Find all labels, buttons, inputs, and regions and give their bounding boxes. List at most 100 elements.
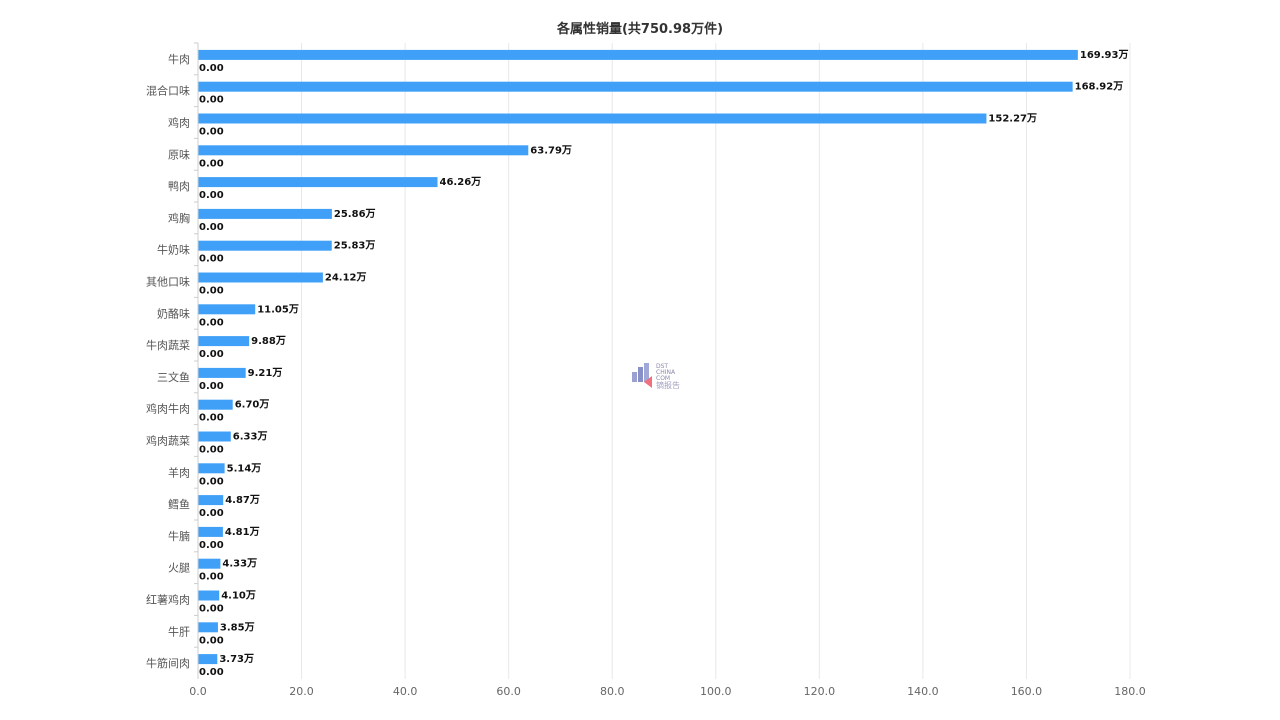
value-label: 4.87万 xyxy=(225,494,260,506)
value-label: 3.73万 xyxy=(219,653,254,665)
secondary-value-label: 0.00 xyxy=(199,95,224,106)
category-label: 牛肉 xyxy=(168,52,190,66)
watermark-line: DST xyxy=(656,363,668,370)
category-label: 牛筋间肉 xyxy=(146,656,190,670)
value-label: 169.93万 xyxy=(1080,49,1129,61)
value-label: 11.05万 xyxy=(257,303,299,315)
watermark-logo: DST CHINA COM 镝报告 xyxy=(632,363,680,390)
bar xyxy=(198,113,987,124)
bar xyxy=(198,304,256,315)
secondary-value-label: 0.00 xyxy=(199,540,224,551)
logo-bar-icon xyxy=(632,372,637,382)
bar xyxy=(198,145,529,156)
bar xyxy=(198,240,332,251)
watermark-line: COM xyxy=(656,375,670,382)
value-label: 6.70万 xyxy=(235,399,270,411)
secondary-value-label: 0.00 xyxy=(199,476,224,487)
x-tick-label: 160.0 xyxy=(1011,685,1043,698)
watermark-line: CHINA xyxy=(656,369,676,376)
value-label: 4.33万 xyxy=(222,558,257,570)
bar xyxy=(198,622,218,633)
secondary-value-label: 0.00 xyxy=(199,635,224,646)
value-label: 5.14万 xyxy=(227,462,262,474)
value-label: 25.83万 xyxy=(334,240,376,252)
value-label: 3.85万 xyxy=(220,621,255,633)
category-label: 红薯鸡肉 xyxy=(146,593,190,607)
secondary-value-label: 0.00 xyxy=(199,63,224,74)
value-label: 9.88万 xyxy=(251,335,286,347)
bar xyxy=(198,558,221,569)
category-label: 鳕鱼 xyxy=(168,497,190,511)
x-tick-label: 80.0 xyxy=(600,685,625,698)
bar xyxy=(198,431,231,442)
logo-bar-icon xyxy=(644,363,649,382)
bar xyxy=(198,272,323,283)
category-label: 其他口味 xyxy=(146,276,190,289)
category-label: 鸡肉牛肉 xyxy=(146,402,190,416)
secondary-value-label: 0.00 xyxy=(199,508,224,519)
secondary-value-label: 0.00 xyxy=(199,158,224,169)
x-tick-label: 140.0 xyxy=(907,685,939,698)
bar xyxy=(198,49,1078,60)
category-label: 鸡肉蔬菜 xyxy=(146,434,190,448)
labels: 牛肉 169.93万 0.00 混合口味 168.92万 0.00 鸡肉 152.27万 0.0… xyxy=(146,49,1128,678)
category-label: 奶酪味 xyxy=(157,306,190,320)
grid-lines xyxy=(301,43,1131,679)
bar xyxy=(198,526,223,537)
category-label: 原味 xyxy=(168,148,190,161)
category-label: 牛肉蔬菜 xyxy=(146,338,190,352)
value-label: 9.21万 xyxy=(248,367,283,379)
value-label: 63.79万 xyxy=(530,144,572,156)
category-label: 牛肝 xyxy=(168,624,190,638)
category-label: 鸡胸 xyxy=(168,211,190,225)
value-label: 152.27万 xyxy=(988,113,1037,125)
category-label: 牛奶味 xyxy=(157,243,190,257)
secondary-value-label: 0.00 xyxy=(199,127,224,138)
bar xyxy=(198,654,218,665)
chart-title: 各属性销量(共750.98万件) xyxy=(556,22,724,37)
value-label: 4.81万 xyxy=(225,526,260,538)
x-tick-label: 0.0 xyxy=(189,685,207,698)
value-label: 168.92万 xyxy=(1075,81,1124,93)
x-tick-label: 100.0 xyxy=(700,685,732,698)
secondary-value-label: 0.00 xyxy=(199,254,224,265)
watermark-cn: 镝报告 xyxy=(656,380,680,390)
x-tick-label: 60.0 xyxy=(496,685,521,698)
bar xyxy=(198,336,250,347)
bar xyxy=(198,177,438,188)
value-label: 6.33万 xyxy=(233,431,268,443)
category-label: 羊肉 xyxy=(168,465,190,479)
bar xyxy=(198,495,224,506)
secondary-value-label: 0.00 xyxy=(199,381,224,392)
category-label: 鸭肉 xyxy=(168,180,190,193)
logo-arrow-icon xyxy=(644,376,652,388)
secondary-value-label: 0.00 xyxy=(199,413,224,424)
bar xyxy=(198,590,220,601)
secondary-value-label: 0.00 xyxy=(199,604,224,615)
bars xyxy=(198,49,1078,665)
category-label: 鸡肉 xyxy=(168,116,190,130)
x-tick-label: 20.0 xyxy=(289,685,314,698)
value-label: 4.10万 xyxy=(221,590,256,602)
axes: 0.0 20.0 40.0 60.0 80.0 100.0 120.0 140.0 160.0 1… xyxy=(189,42,1146,698)
category-label: 火腿 xyxy=(168,562,190,575)
secondary-value-label: 0.00 xyxy=(199,317,224,328)
category-label: 三文鱼 xyxy=(157,370,190,384)
secondary-value-label: 0.00 xyxy=(199,667,224,678)
secondary-value-label: 0.00 xyxy=(199,572,224,583)
bar xyxy=(198,208,332,219)
bar xyxy=(198,399,233,410)
x-tick-label: 180.0 xyxy=(1114,685,1146,698)
x-tick-label: 120.0 xyxy=(804,685,836,698)
bar xyxy=(198,367,246,378)
secondary-value-label: 0.00 xyxy=(199,222,224,233)
value-label: 24.12万 xyxy=(325,272,367,284)
bar xyxy=(198,463,225,474)
secondary-value-label: 0.00 xyxy=(199,445,224,456)
logo-bar-icon xyxy=(638,367,643,382)
secondary-value-label: 0.00 xyxy=(199,349,224,360)
bar xyxy=(198,81,1073,92)
secondary-value-label: 0.00 xyxy=(199,286,224,297)
secondary-value-label: 0.00 xyxy=(199,190,224,201)
